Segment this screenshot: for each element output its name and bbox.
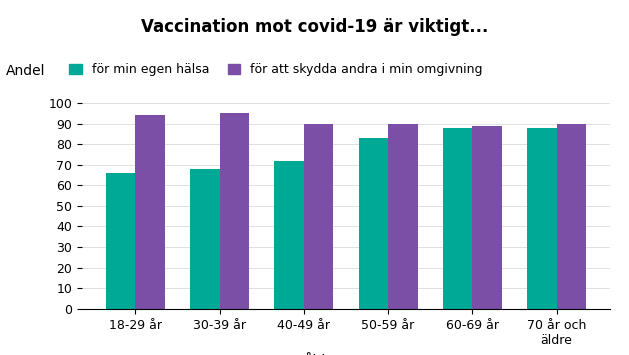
Bar xyxy=(527,128,557,309)
Text: Andel: Andel xyxy=(6,64,46,78)
X-axis label: Åldersgrupp: Åldersgrupp xyxy=(304,352,388,355)
Bar xyxy=(557,124,586,309)
Bar xyxy=(388,124,418,309)
Bar xyxy=(443,128,472,309)
Bar xyxy=(359,138,388,309)
Bar xyxy=(304,124,333,309)
Bar xyxy=(135,115,165,309)
Bar xyxy=(472,126,502,309)
Legend: för min egen hälsa, för att skydda andra i min omgivning: för min egen hälsa, för att skydda andra… xyxy=(69,63,483,76)
Bar xyxy=(220,113,249,309)
Text: Vaccination mot covid-19 är viktigt...: Vaccination mot covid-19 är viktigt... xyxy=(141,18,488,36)
Bar xyxy=(190,169,220,309)
Bar xyxy=(106,173,135,309)
Bar xyxy=(274,160,304,309)
